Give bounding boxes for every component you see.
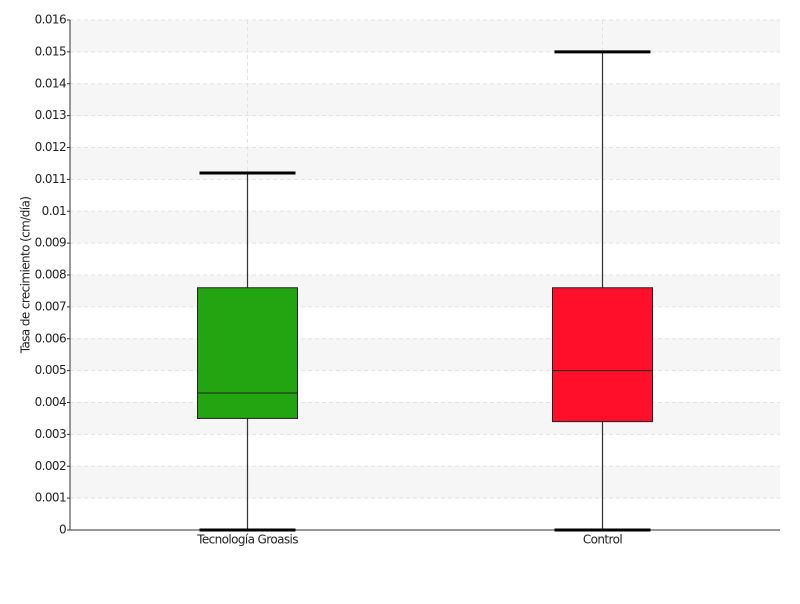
- y-tick-label: 0.004: [35, 395, 66, 409]
- x-tick-label: Tecnología Groasis: [196, 533, 298, 547]
- y-tick-label: 0.014: [35, 76, 66, 90]
- grid-band: [70, 211, 780, 244]
- grid-band: [70, 402, 780, 435]
- box: [552, 287, 653, 423]
- grid-band: [70, 466, 780, 499]
- y-tick-label: 0.012: [35, 140, 66, 154]
- y-tick-label: 0.006: [35, 331, 66, 345]
- y-tick-label: 0.008: [35, 268, 66, 282]
- y-tick-label: 0.003: [35, 427, 66, 441]
- y-tick-label: 0.016: [35, 13, 66, 27]
- y-tick-label: 0.001: [35, 491, 66, 505]
- y-tick-label: 0.002: [35, 459, 66, 473]
- y-tick-label: 0.011: [35, 172, 66, 186]
- y-tick-label: 0.009: [35, 236, 66, 250]
- grid-band: [70, 83, 780, 116]
- grid-band: [70, 275, 780, 307]
- grid-band: [70, 20, 780, 52]
- grid-band: [70, 338, 780, 371]
- y-tick-label: 0: [59, 523, 66, 537]
- y-tick-label: 0.005: [35, 363, 66, 377]
- x-tick-label: Control: [583, 533, 622, 547]
- y-axis-label: Tasa de crecimiento (cm/día): [19, 197, 33, 355]
- grid-band: [70, 147, 780, 180]
- y-tick-label: 0.015: [35, 44, 66, 58]
- y-tick-label: 0.013: [35, 108, 66, 122]
- y-tick-label: 0.007: [35, 299, 66, 313]
- y-tick-label: 0.01: [42, 204, 66, 218]
- box: [197, 287, 298, 419]
